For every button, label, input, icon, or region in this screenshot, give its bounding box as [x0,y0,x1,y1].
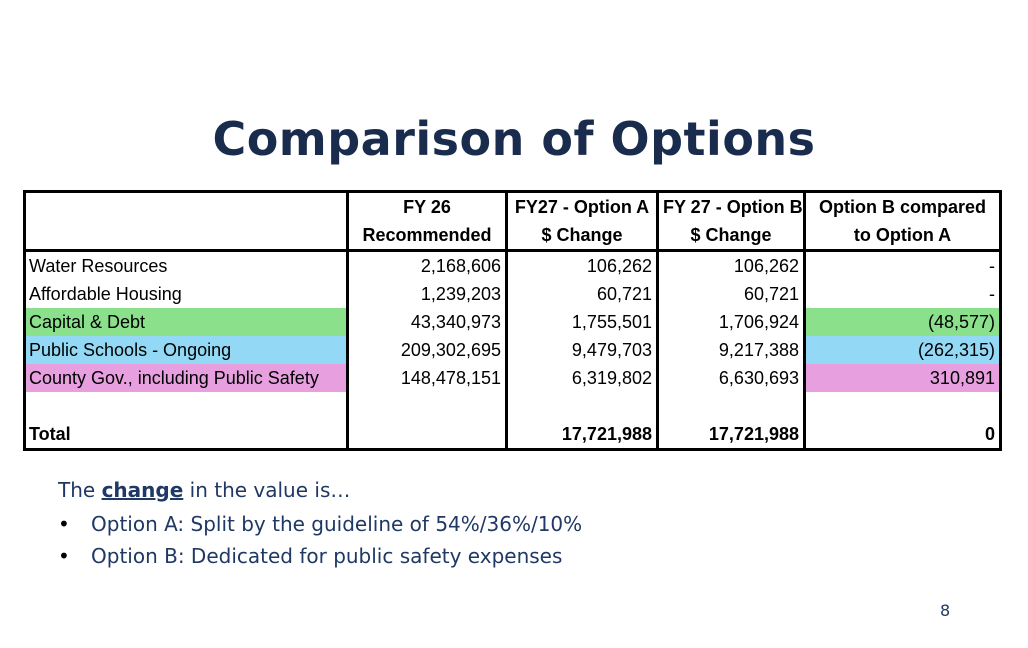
slide-title: Comparison of Options [212,112,816,166]
row-option-a: 9,479,703 [505,336,659,364]
spacer-cell [505,392,659,420]
row-label: Water Resources [23,250,349,280]
bullet-icon: • [58,544,70,568]
spacer-cell [803,392,1002,420]
comparison-table: FY 26 FY27 - Option A FY 27 - Option B O… [23,190,1002,451]
row-label: Public Schools - Ongoing [23,336,349,364]
table-row: Water Resources 2,168,606 106,262 106,26… [23,250,1002,280]
table-row: County Gov., including Public Safety 148… [23,364,1002,392]
row-option-b: 1,706,924 [656,308,806,336]
intro-text-after: in the value is… [183,478,351,502]
row-option-a: 1,755,501 [505,308,659,336]
row-comparison: (262,315) [803,336,1002,364]
notes-list: • Option A: Split by the guideline of 54%… [58,508,582,572]
row-label: County Gov., including Public Safety [23,364,349,392]
bullet-icon: • [58,512,70,536]
list-item: • Option A: Split by the guideline of 54%… [58,508,582,540]
row-fy26: 43,340,973 [346,308,508,336]
total-option-b: 17,721,988 [656,420,806,451]
header-option-b: FY 27 - Option B [656,190,806,221]
row-label: Affordable Housing [23,280,349,308]
row-fy26: 148,478,151 [346,364,508,392]
page-number: 8 [940,601,951,620]
intro-text-before: The [58,478,102,502]
table-row: Affordable Housing 1,239,203 60,721 60,7… [23,280,1002,308]
spacer-cell [656,392,806,420]
header-fy26: FY 26 [346,190,508,221]
row-comparison: (48,577) [803,308,1002,336]
spacer-cell [23,392,349,420]
bullet-text: Option B: Dedicated for public safety ex… [91,544,563,568]
list-item: • Option B: Dedicated for public safety e… [58,540,582,572]
table-row: Public Schools - Ongoing 209,302,695 9,4… [23,336,1002,364]
row-option-b: 106,262 [656,250,806,280]
total-label: Total [23,420,349,451]
row-option-b: 60,721 [656,280,806,308]
row-option-a: 106,262 [505,250,659,280]
row-option-a: 6,319,802 [505,364,659,392]
header-comparison-sub: to Option A [803,221,1002,252]
bullet-text: Option A: Split by the guideline of 54%/… [91,512,583,536]
table-row: Capital & Debt 43,340,973 1,755,501 1,70… [23,308,1002,336]
table-total-row: Total 17,721,988 17,721,988 0 [23,420,1002,451]
row-comparison: - [803,250,1002,280]
row-comparison: 310,891 [803,364,1002,392]
total-option-a: 17,721,988 [505,420,659,451]
row-option-b: 6,630,693 [656,364,806,392]
header-option-a: FY27 - Option A [505,190,659,221]
header-label-col [23,190,349,221]
notes-section: The change in the value is… • Option A: S… [58,478,582,572]
row-comparison: - [803,280,1002,308]
intro-emphasis: change [101,478,184,502]
spacer-cell [346,392,508,420]
header-option-b-sub: $ Change [656,221,806,252]
total-fy26 [346,420,508,451]
header-fy26-sub: Recommended [346,221,508,252]
notes-intro: The change in the value is… [58,478,582,502]
table-header-row: FY 26 FY27 - Option A FY 27 - Option B O… [23,190,1002,221]
row-fy26: 2,168,606 [346,250,508,280]
row-label: Capital & Debt [23,308,349,336]
row-option-a: 60,721 [505,280,659,308]
row-option-b: 9,217,388 [656,336,806,364]
table-header-row: Recommended $ Change $ Change to Option … [23,221,1002,252]
row-fy26: 209,302,695 [346,336,508,364]
header-label-col-sub [23,221,349,252]
header-comparison: Option B compared [803,190,1002,221]
table-spacer-row [23,392,1002,420]
header-option-a-sub: $ Change [505,221,659,252]
total-comparison: 0 [803,420,1002,451]
row-fy26: 1,239,203 [346,280,508,308]
